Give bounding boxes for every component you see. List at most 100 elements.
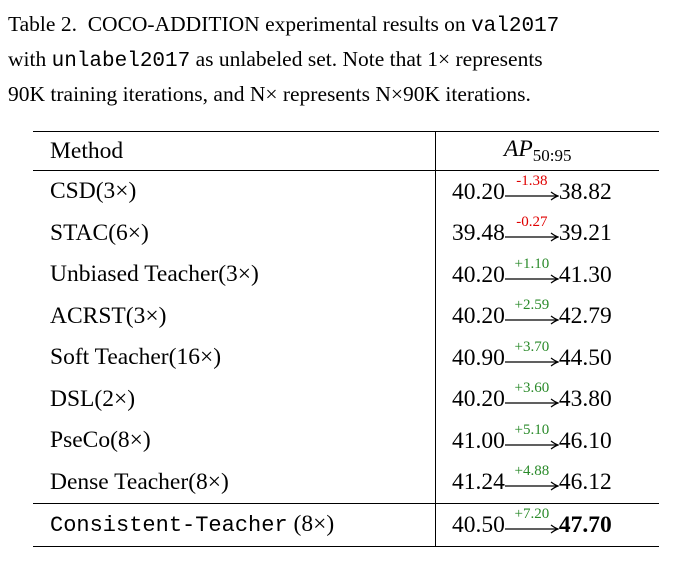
table-row: PseCo(8×) 41.00 +5.10 46.10	[33, 420, 659, 462]
ap-delta: +4.88	[514, 463, 550, 480]
ap-arrow: +5.10	[504, 422, 559, 455]
caption-text-2b: as unlabeled set. Note that 1× represent…	[190, 47, 543, 71]
ap-base: 40.20	[452, 261, 505, 288]
ap-cell: 41.00 +5.10 46.10	[436, 420, 660, 462]
ap-transition: 41.24 +4.88 46.12	[452, 464, 612, 496]
caption-dataset-prefix: COCO-	[87, 12, 155, 36]
arrow-icon	[504, 357, 559, 367]
header-ap: AP50:95	[436, 132, 660, 171]
ap-arrow: -0.27	[504, 215, 559, 247]
arrow-icon	[504, 191, 559, 201]
table-row: Dense Teacher(8×) 41.24 +4.88 46.12	[33, 461, 660, 504]
header-method: Method	[33, 131, 436, 171]
ap-arrow: -1.38	[504, 173, 559, 206]
results-table: Method AP50:95 CSD(3×) 40.20 -1.38 38.82 STA…	[33, 131, 659, 547]
ap-base: 40.90	[452, 344, 505, 371]
table-row: DSL(2×) 40.20 +3.60 43.80	[33, 378, 660, 421]
ap-arrow: +7.20	[504, 506, 559, 539]
method-name-iter: (8×)	[287, 511, 335, 538]
ap-cell: 40.20 +1.10 41.30	[436, 254, 660, 296]
arrow-icon	[504, 274, 559, 284]
table-row: CSD(3×) 40.20 -1.38 38.82	[33, 170, 660, 213]
method-name: PseCo(8×)	[33, 420, 436, 462]
ap-delta: +3.70	[514, 338, 550, 355]
ap-cell: 40.20 -1.38 38.82	[436, 171, 660, 213]
method-name-ours: Consistent-Teacher (8×)	[33, 503, 436, 546]
ap-base: 41.24	[452, 469, 505, 496]
ap-arrow: +3.70	[504, 339, 559, 372]
ap-delta: +1.10	[514, 255, 550, 272]
ap-base: 40.50	[452, 511, 505, 538]
caption-text-1: experimental results on	[259, 12, 472, 36]
caption-label: Table 2.	[8, 12, 77, 36]
arrow-icon	[504, 232, 559, 242]
ap-arrow: +4.88	[504, 464, 559, 496]
header-ap-subscript: 50:95	[532, 146, 572, 165]
ap-transition: 40.90 +3.70 44.50	[452, 339, 612, 372]
ap-cell: 40.20 +2.59 42.79	[436, 296, 660, 338]
ap-result: 38.82	[558, 178, 612, 205]
ap-delta: +7.20	[514, 505, 550, 522]
caption-dataset-name: ADDITION	[154, 12, 260, 36]
ap-result: 39.21	[558, 220, 612, 247]
table-caption: Table 2. COCO-ADDITION experimental resu…	[8, 8, 688, 110]
caption-line-1: Table 2. COCO-ADDITION experimental resu…	[8, 8, 688, 43]
caption-val-set: val2017	[471, 15, 560, 38]
table: Method AP50:95 CSD(3×) 40.20 -1.38 38.82 STA…	[33, 131, 659, 547]
ap-delta: -1.38	[516, 172, 548, 189]
table-body: CSD(3×) 40.20 -1.38 38.82 STAC(6×) 39.48 -0.27…	[33, 170, 660, 547]
ap-arrow: +1.10	[504, 256, 559, 289]
table-row: Unbiased Teacher(3×) 40.20 +1.10 41.30	[33, 254, 659, 296]
ap-result: 43.80	[558, 386, 612, 413]
table-row: Soft Teacher(16×) 40.90 +3.70 44.50	[33, 337, 659, 379]
ap-cell: 40.90 +3.70 44.50	[436, 337, 660, 379]
ap-base: 39.48	[452, 220, 505, 247]
caption-text-2a: with	[8, 47, 52, 71]
table-row-ours: Consistent-Teacher (8×) 40.50 +7.20 47.70	[33, 503, 660, 547]
caption-line-2: with unlabel2017 as unlabeled set. Note …	[8, 43, 688, 78]
ap-result: 42.79	[558, 303, 612, 330]
ap-transition: 40.20 +3.60 43.80	[452, 381, 612, 413]
ap-cell: 40.50 +7.20 47.70	[436, 504, 660, 547]
method-name: DSL(2×)	[33, 378, 436, 420]
ap-transition: 40.20 -1.38 38.82	[452, 173, 612, 206]
table-row: ACRST(3×) 40.20 +2.59 42.79	[33, 295, 660, 338]
ap-cell: 40.20 +3.60 43.80	[436, 379, 660, 421]
ap-base: 40.20	[452, 178, 505, 205]
ap-transition: 40.50 +7.20 47.70	[452, 506, 612, 539]
ap-result: 44.50	[558, 344, 612, 371]
ap-result: 47.70	[558, 511, 612, 538]
method-name: Soft Teacher(16×)	[33, 337, 436, 379]
ap-result: 41.30	[558, 261, 612, 288]
ap-result: 46.12	[558, 469, 612, 496]
ap-base: 40.20	[452, 386, 505, 413]
method-name: STAC(6×)	[33, 212, 436, 254]
arrow-icon	[504, 398, 559, 408]
ap-cell: 39.48 -0.27 39.21	[436, 213, 660, 255]
ap-transition: 40.20 +1.10 41.30	[452, 256, 612, 289]
ap-base: 40.20	[452, 303, 505, 330]
method-name: ACRST(3×)	[33, 295, 436, 337]
ap-base: 41.00	[452, 427, 505, 454]
caption-line-3: 90K training iterations, and N× represen…	[8, 82, 531, 106]
method-name: CSD(3×)	[33, 170, 436, 213]
header-ap-label: AP	[504, 136, 533, 162]
ap-delta: -0.27	[516, 214, 548, 231]
table-row: STAC(6×) 39.48 -0.27 39.21	[33, 212, 660, 255]
method-name-mono: Consistent-Teacher	[50, 513, 288, 539]
ap-delta: +5.10	[514, 421, 550, 438]
arrow-icon	[504, 524, 559, 534]
ap-result: 46.10	[558, 427, 612, 454]
ap-transition: 41.00 +5.10 46.10	[452, 422, 612, 455]
ap-arrow: +2.59	[504, 298, 559, 330]
arrow-icon	[504, 440, 559, 450]
ap-cell: 41.24 +4.88 46.12	[436, 462, 660, 504]
method-name: Unbiased Teacher(3×)	[33, 254, 436, 296]
ap-delta: +2.59	[514, 297, 550, 314]
ap-arrow: +3.60	[504, 381, 559, 413]
table-header-row: Method AP50:95	[33, 131, 660, 171]
arrow-icon	[504, 315, 559, 325]
method-name: Dense Teacher(8×)	[33, 461, 436, 504]
caption-unlabel-set: unlabel2017	[51, 50, 191, 73]
ap-delta: +3.60	[514, 380, 550, 397]
